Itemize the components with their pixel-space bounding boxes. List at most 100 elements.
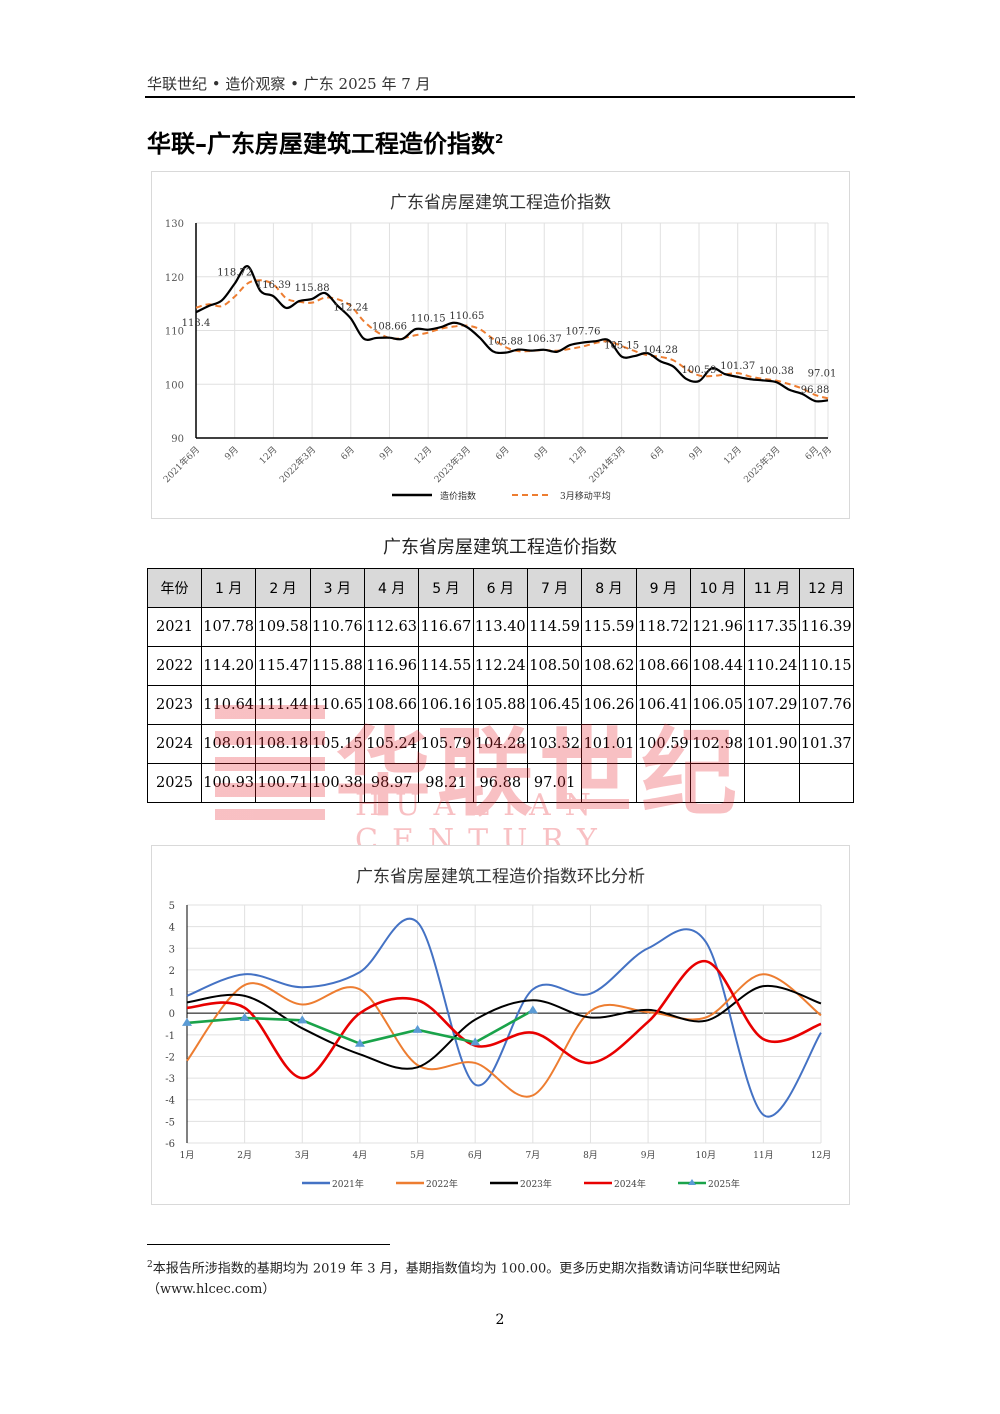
table-row: 2024 108.01 108.18 105.15 105.24 105.79 104.28… xyxy=(147,724,855,764)
table-cell: 100.93 xyxy=(200,763,257,803)
y-tick-label: -2 xyxy=(165,1052,175,1063)
table-cell: 96.88 xyxy=(472,763,528,803)
triangle-marker xyxy=(470,1037,481,1046)
table-cell: 110.64 xyxy=(200,685,257,725)
table-cell: 108.66 xyxy=(363,685,420,725)
table-cell: 108.18 xyxy=(255,724,311,764)
x-tick-label: 9月 xyxy=(532,444,550,462)
table-cell: 105.88 xyxy=(472,685,528,725)
table-cell: 110.65 xyxy=(309,685,365,725)
footnote-mark: 2 xyxy=(147,1260,153,1270)
table-cell: 115.59 xyxy=(581,607,637,647)
x-tick-label: 11月 xyxy=(753,1150,773,1161)
data-label: 112.24 xyxy=(333,302,368,313)
x-tick-label: 12月 xyxy=(412,444,434,466)
data-label: 108.66 xyxy=(372,322,407,333)
table-cell: 2021 xyxy=(147,607,202,647)
table-cell: 112.24 xyxy=(472,646,528,686)
table-cell: 116.39 xyxy=(798,607,855,647)
table-header-cell: 3 月 xyxy=(309,568,365,608)
table-cell: 113.40 xyxy=(472,607,528,647)
table-header-cell: 12 月 xyxy=(798,568,855,608)
x-tick-label: 12月 xyxy=(811,1150,831,1161)
table-header-cell: 1 月 xyxy=(200,568,257,608)
chart-title: 广东省房屋建筑工程造价指数环比分析 xyxy=(356,867,645,887)
triangle-marker xyxy=(239,1012,250,1021)
table-cell: 118.72 xyxy=(635,607,691,647)
table-cell: 110.76 xyxy=(309,607,365,647)
table-cell: 100.71 xyxy=(255,763,311,803)
table-cell: 97.01 xyxy=(526,763,583,803)
table-cell xyxy=(689,763,746,803)
triangle-marker xyxy=(527,1005,538,1014)
table-cell: 105.79 xyxy=(418,724,474,764)
footnote: 2本报告所涉指数的基期均为 2019 年 3 月，基期指数值均为 100.00。… xyxy=(147,1255,857,1300)
table-header-cell: 6 月 xyxy=(472,568,528,608)
table-cell: 108.44 xyxy=(689,646,746,686)
x-tick-label: 7月 xyxy=(525,1150,540,1161)
table-header-cell: 2 月 xyxy=(255,568,311,608)
table-cell: 114.59 xyxy=(526,607,583,647)
series-line-2024年 xyxy=(186,959,822,1080)
table-row: 2022 114.20 115.47 115.88 116.96 114.55 112.24… xyxy=(147,646,855,686)
y-tick-label: 100 xyxy=(165,380,184,391)
table-cell: 2023 xyxy=(147,685,202,725)
x-tick-label: 9月 xyxy=(687,444,705,462)
table-cell: 107.76 xyxy=(798,685,855,725)
x-tick-label: 3月 xyxy=(295,1150,310,1161)
x-tick-label: 2月 xyxy=(237,1150,252,1161)
legend-label: 3月移动平均 xyxy=(560,490,611,502)
series-line-index xyxy=(195,265,829,403)
x-tick-label: 2021年6月 xyxy=(161,444,202,485)
table-cell: 101.37 xyxy=(798,724,855,764)
data-label: 110.65 xyxy=(449,311,484,322)
y-tick-label: -3 xyxy=(165,1074,175,1085)
triangle-marker xyxy=(354,1038,365,1047)
table-cell: 110.24 xyxy=(744,646,800,686)
table-cell: 106.45 xyxy=(526,685,583,725)
data-label: 101.37 xyxy=(720,361,755,372)
table-header-cell: 9 月 xyxy=(635,568,691,608)
x-tick-label: 12月 xyxy=(567,444,589,466)
table-header-cell: 8 月 xyxy=(581,568,637,608)
table-title: 广东省房屋建筑工程造价指数 xyxy=(383,537,617,558)
table-row: 2025 100.93 100.71 100.38 98.97 98.21 96.88 97.… xyxy=(147,763,855,803)
table-header-cell: 4 月 xyxy=(363,568,420,608)
mom-chart: 广东省房屋建筑工程造价指数环比分析 -6 -5 -4 -3 -2 -1 0 1 2 3 4 5 1月 2月… xyxy=(151,845,850,1205)
table-cell: 108.62 xyxy=(581,646,637,686)
y-tick-label: 110 xyxy=(165,327,184,338)
table-cell: 102.98 xyxy=(689,724,746,764)
y-tick-label: -4 xyxy=(165,1096,175,1107)
data-label: 110.15 xyxy=(411,314,446,325)
series-line-2023年 xyxy=(186,984,822,1070)
triangle-marker xyxy=(182,1017,192,1026)
triangle-marker xyxy=(412,1024,423,1033)
table-cell: 108.01 xyxy=(200,724,257,764)
x-tick-label: 12月 xyxy=(257,444,279,466)
table-cell: 121.96 xyxy=(689,607,746,647)
data-label: 100.59 xyxy=(682,365,717,376)
table-cell: 105.15 xyxy=(309,724,365,764)
table-cell: 115.47 xyxy=(255,646,311,686)
x-tick-label: 9月 xyxy=(223,444,241,462)
table-cell xyxy=(581,763,637,803)
x-tick-label: 9月 xyxy=(641,1150,656,1161)
y-tick-label: -5 xyxy=(165,1117,175,1128)
table-cell: 106.26 xyxy=(581,685,637,725)
footnote-ref: 2 xyxy=(495,132,504,146)
data-label: 104.28 xyxy=(643,345,678,356)
table-cell: 101.01 xyxy=(581,724,637,764)
x-tick-label: 1月 xyxy=(180,1150,195,1161)
legend-label: 造价指数 xyxy=(440,490,476,502)
table-cell: 109.58 xyxy=(255,607,311,647)
y-tick-label: 120 xyxy=(165,273,184,284)
table-cell: 106.05 xyxy=(689,685,746,725)
table-row: 2021 107.78 109.58 110.76 112.63 116.67 113.40… xyxy=(147,607,855,647)
table-header-cell: 10 月 xyxy=(689,568,746,608)
table-cell: 108.66 xyxy=(635,646,691,686)
legend-marker xyxy=(688,1179,696,1185)
table-cell: 101.90 xyxy=(744,724,800,764)
index-chart: 广东省房屋建筑工程造价指数 90 100 110 120 130 2021年6月 9月 12月… xyxy=(151,171,850,519)
y-tick-label: 5 xyxy=(169,901,175,912)
